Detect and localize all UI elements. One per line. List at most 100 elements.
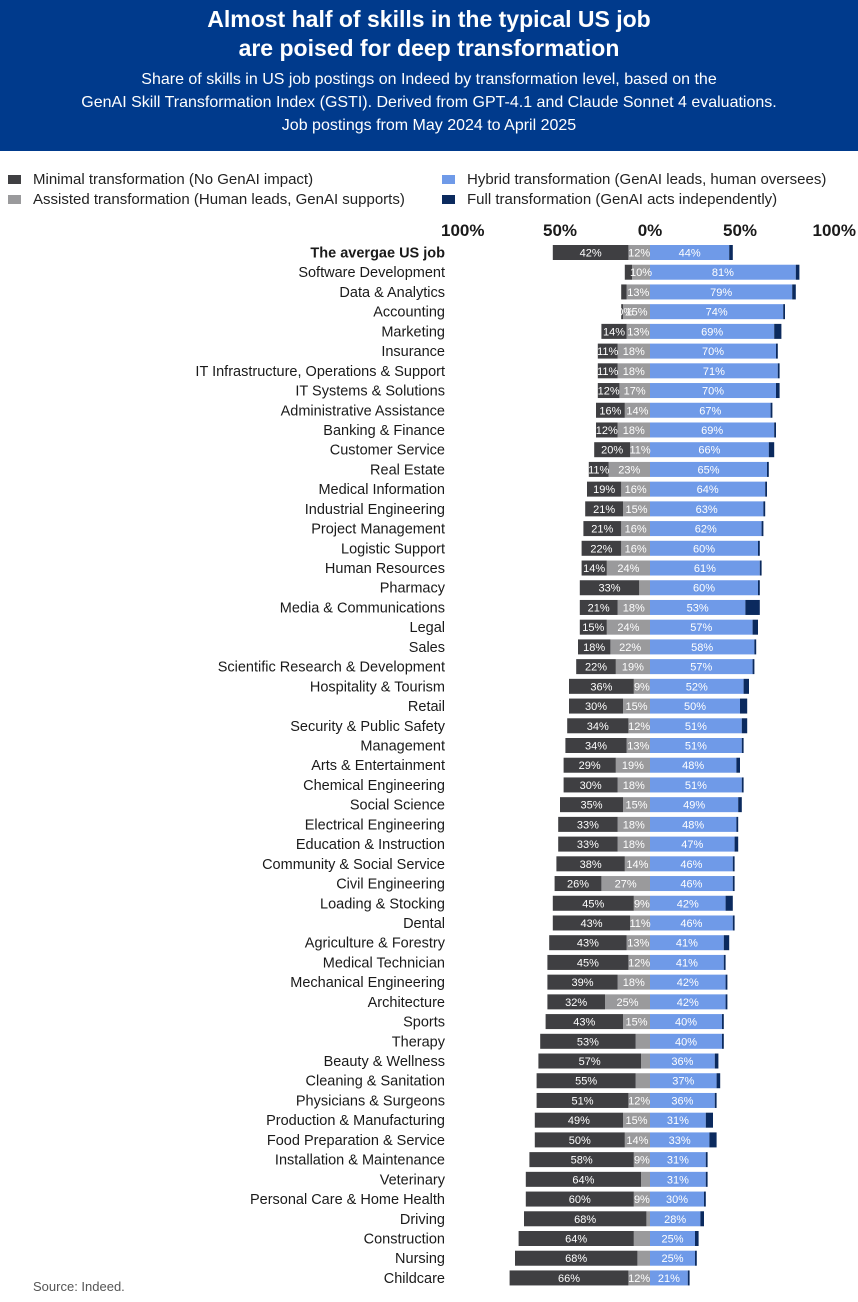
data-label-minimal: 68% (565, 1253, 587, 1265)
data-label-minimal: 64% (565, 1234, 587, 1246)
data-label-minimal: 11% (597, 366, 618, 378)
data-label-hybrid: 66% (698, 445, 720, 457)
data-label-assisted: 24% (617, 622, 639, 634)
data-label-assisted: 12% (628, 721, 650, 733)
data-label-minimal: 21% (588, 602, 610, 614)
data-label-hybrid: 70% (702, 386, 724, 398)
category-label: Administrative Assistance (281, 403, 445, 419)
data-label-assisted: 12% (628, 1273, 650, 1285)
category-label: Therapy (392, 1034, 446, 1050)
data-label-minimal: 10% (611, 307, 633, 319)
bar-full (792, 284, 796, 300)
bar-hybrid (650, 836, 735, 852)
data-label-hybrid: 31% (667, 1115, 689, 1127)
category-label: Industrial Engineering (305, 502, 445, 518)
data-label-minimal: 20% (601, 445, 623, 457)
chart-title-line-2: are poised for deep transformation (238, 35, 620, 61)
bar-full (695, 1250, 697, 1266)
bar-assisted (606, 619, 650, 635)
bar-assisted (632, 264, 650, 280)
bar-hybrid (650, 856, 733, 872)
data-label-assisted: 14% (626, 405, 648, 417)
bar-full (732, 915, 735, 931)
bar-assisted (628, 1270, 650, 1286)
category-label: Marketing (381, 324, 445, 340)
bar-minimal (583, 521, 622, 537)
bar-assisted (633, 678, 650, 694)
legend-item-assisted: Assisted transformation (Human leads, Ge… (8, 190, 405, 210)
data-label-assisted: 16% (625, 543, 647, 555)
bar-minimal (576, 659, 616, 675)
data-label-hybrid: 58% (691, 642, 713, 654)
bar-minimal (525, 1191, 634, 1207)
bar-minimal (597, 363, 618, 379)
data-label-hybrid: 49% (683, 800, 705, 812)
data-label-minimal: 29% (579, 760, 601, 772)
data-label-minimal: 36% (590, 681, 612, 693)
data-label-assisted: 18% (623, 839, 645, 851)
header-banner: Almost half of skills in the typical US … (0, 0, 858, 151)
data-label-minimal: 43% (573, 1017, 595, 1029)
bar-hybrid (650, 678, 744, 694)
bar-assisted (623, 797, 650, 813)
bar-assisted (617, 343, 650, 359)
data-label-hybrid: 51% (685, 741, 707, 753)
data-label-hybrid: 36% (671, 1095, 693, 1107)
bar-assisted (641, 1053, 650, 1069)
bar-assisted (626, 284, 650, 300)
data-label-minimal: 68% (574, 1214, 596, 1226)
bar-minimal (547, 974, 618, 990)
data-label-assisted: 15% (625, 1115, 647, 1127)
data-label-hybrid: 46% (680, 918, 702, 930)
category-label: Cleaning & Sanitation (306, 1074, 445, 1090)
bar-assisted (630, 915, 650, 931)
bar-full (725, 994, 728, 1010)
bar-assisted (601, 876, 650, 892)
category-label: Veterinary (380, 1172, 446, 1188)
bar-minimal (579, 580, 640, 596)
category-label: Retail (408, 699, 445, 715)
bar-hybrid (650, 797, 739, 813)
bar-minimal (579, 619, 607, 635)
category-label: Beauty & Wellness (324, 1054, 445, 1070)
bar-hybrid (650, 1014, 722, 1030)
bar-hybrid (650, 1231, 695, 1246)
category-label: Legal (410, 620, 445, 636)
bar-full (732, 876, 735, 892)
bar-hybrid (650, 402, 771, 418)
bar-minimal (588, 461, 609, 477)
data-label-minimal: 50% (569, 1135, 591, 1147)
data-label-hybrid: 51% (685, 780, 707, 792)
bar-assisted (617, 836, 650, 852)
bar-minimal (552, 895, 634, 911)
bar-assisted (633, 1231, 650, 1246)
bar-hybrid (650, 560, 760, 576)
data-label-assisted: 19% (622, 760, 644, 772)
data-label-hybrid: 25% (661, 1253, 683, 1265)
data-label-assisted: 15% (625, 307, 647, 319)
data-label-assisted: 27% (615, 879, 637, 891)
category-label: Chemical Engineering (303, 778, 445, 794)
category-label: Management (360, 739, 445, 755)
category-label: Food Preparation & Service (267, 1133, 445, 1149)
data-label-assisted: 12% (628, 1095, 650, 1107)
data-label-minimal: 34% (585, 741, 607, 753)
bar-hybrid (650, 461, 767, 477)
bar-assisted (606, 560, 650, 576)
bar-assisted (617, 422, 650, 438)
data-label-assisted: 24% (617, 563, 639, 575)
data-label-hybrid: 74% (706, 307, 728, 319)
bar-minimal (509, 1270, 629, 1286)
data-label-hybrid: 48% (682, 760, 704, 772)
bar-full (741, 777, 744, 793)
data-label-minimal: 18% (583, 642, 605, 654)
bar-hybrid (650, 442, 769, 458)
data-label-minimal: 58% (571, 1155, 593, 1167)
legend-label-minimal: Minimal transformation (No GenAI impact) (33, 171, 314, 188)
data-label-minimal: 11% (597, 346, 618, 358)
bar-full (741, 738, 744, 753)
data-label-assisted: 22% (619, 642, 641, 654)
data-label-hybrid: 65% (697, 464, 719, 476)
source-note: Source: Indeed. (33, 1279, 125, 1294)
